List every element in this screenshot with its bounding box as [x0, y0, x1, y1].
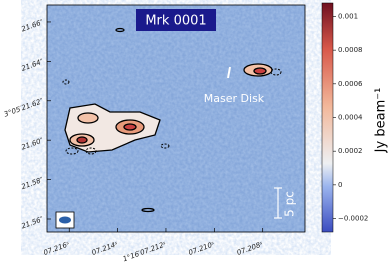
colorbar-tick-label: −0.0002: [338, 215, 368, 223]
chart-title: Mrk 0001: [145, 14, 206, 29]
y-tick-label: 3°05′21.62″: [3, 97, 45, 119]
scale-label: 5 pc: [283, 191, 297, 217]
colorbar-tick-label: 0.0008: [338, 46, 363, 54]
maser-marker: [227, 66, 231, 79]
frame: [46, 4, 306, 233]
x-tick-label: 1°16′07.212ˢ: [122, 240, 168, 263]
x-tick-label: 07.208ˢ: [236, 240, 265, 257]
colorbar: [321, 2, 334, 233]
y-tick-label: 21.60″: [20, 136, 44, 151]
colorbar-label: Jy beam⁻¹: [374, 88, 389, 154]
colorbar-tick-label: 0.0002: [338, 147, 363, 155]
colorbar-tick-label: 0: [338, 181, 342, 189]
y-tick-label: 21.64″: [20, 57, 44, 72]
annotation: Maser Disk: [204, 92, 265, 105]
x-tick-label: 07.210ˢ: [187, 240, 216, 257]
beam: [59, 216, 71, 224]
y-tick-label: 21.58″: [20, 176, 44, 191]
colorbar-tick-label: 0.0006: [338, 80, 363, 88]
map: 5 pc Maser Disk Mrk 0001: [46, 4, 306, 233]
contours: [64, 27, 273, 213]
colorbar-tick-label: 0.001: [338, 12, 358, 20]
colorbar-tick-label: 0.0004: [338, 114, 363, 122]
x-tick-label: 07.216ˢ: [42, 240, 71, 257]
title-box: [136, 9, 216, 31]
y-tick-label: 21.56″: [20, 215, 44, 230]
x-tick-label: 07.214ˢ: [91, 240, 120, 257]
y-tick-label: 21.66″: [20, 18, 44, 33]
neg-contours: [62, 68, 282, 155]
